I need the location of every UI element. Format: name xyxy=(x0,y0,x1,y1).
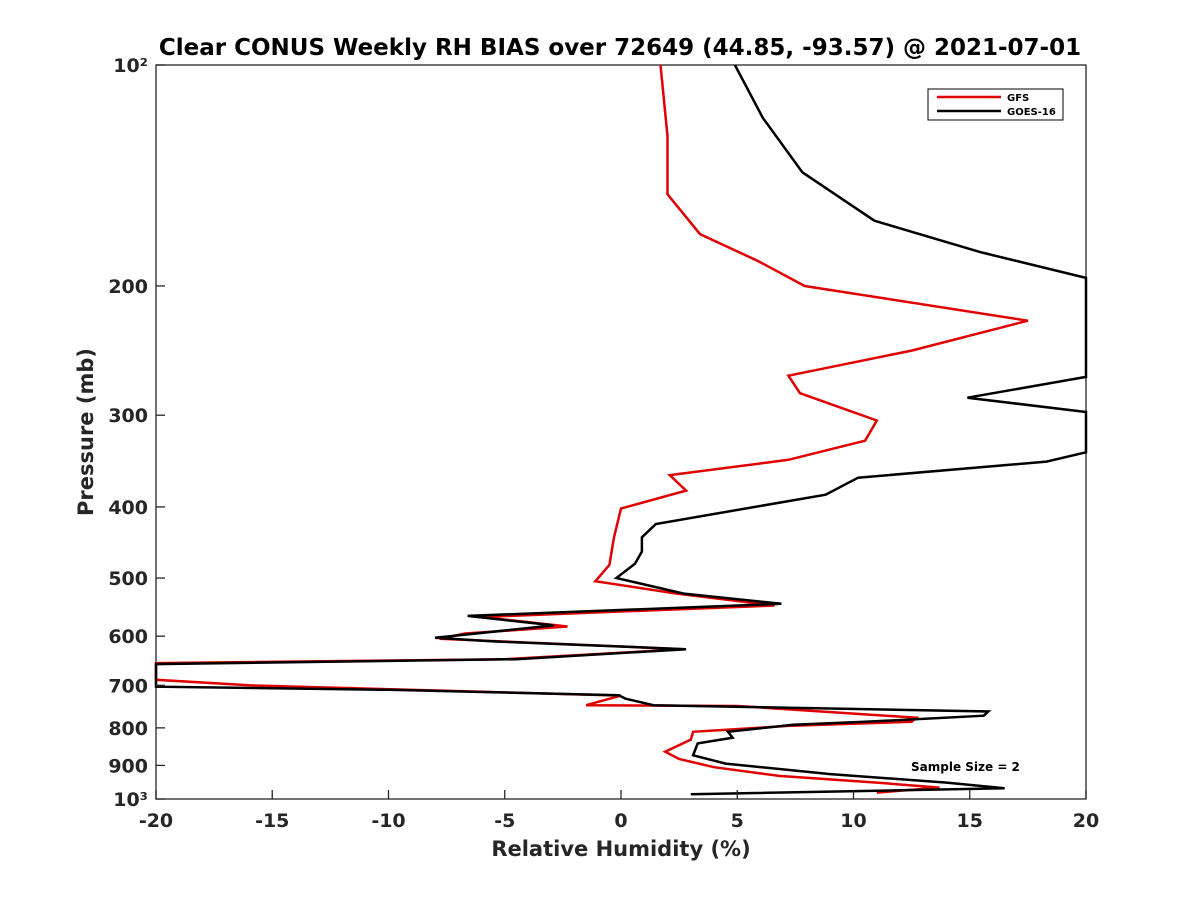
y-tick-label: 10³ xyxy=(113,789,148,811)
legend-box xyxy=(927,88,1064,121)
y-tick-label: 900 xyxy=(108,755,148,777)
series-line-gfs xyxy=(154,64,1029,794)
y-tick-label: 10² xyxy=(113,55,148,77)
x-axis-ticks: -20 -15 -10 -5 0 5 10 15 20 xyxy=(139,790,1099,832)
x-tick-label: 20 xyxy=(1073,810,1099,832)
y-axis-label: Pressure (mb) xyxy=(74,348,98,516)
y-tick-label: 400 xyxy=(108,497,148,519)
series-layer xyxy=(154,64,1088,796)
series-line-goes-16 xyxy=(154,64,1088,796)
x-tick-label: -15 xyxy=(255,810,289,832)
y-tick-label: 800 xyxy=(108,718,148,740)
legend-label-gfs: GFS xyxy=(1007,93,1029,104)
y-axis-ticks: 10² 200 300 400 500 600 700 800 900 10³ xyxy=(108,55,165,811)
y-tick-label: 700 xyxy=(108,675,148,697)
x-axis-label: Relative Humidity (%) xyxy=(491,837,750,861)
x-tick-label: -20 xyxy=(139,810,173,832)
y-tick-label: 600 xyxy=(108,626,148,648)
x-tick-label: 15 xyxy=(957,810,983,832)
sample-size-annotation: Sample Size = 2 xyxy=(911,760,1020,774)
y-tick-label: 300 xyxy=(108,405,148,427)
y-tick-label: 200 xyxy=(108,276,148,298)
y-tick-label: 500 xyxy=(108,568,148,590)
x-tick-label: 10 xyxy=(840,810,866,832)
chart-title: Clear CONUS Weekly RH BIAS over 72649 (4… xyxy=(159,35,1081,61)
x-tick-label: 0 xyxy=(614,810,627,832)
x-tick-label: 5 xyxy=(731,810,744,832)
x-tick-label: -5 xyxy=(494,810,515,832)
legend: GFS GOES-16 xyxy=(927,88,1064,121)
x-tick-label: -10 xyxy=(371,810,405,832)
legend-label-goes-16: GOES-16 xyxy=(1007,107,1056,118)
